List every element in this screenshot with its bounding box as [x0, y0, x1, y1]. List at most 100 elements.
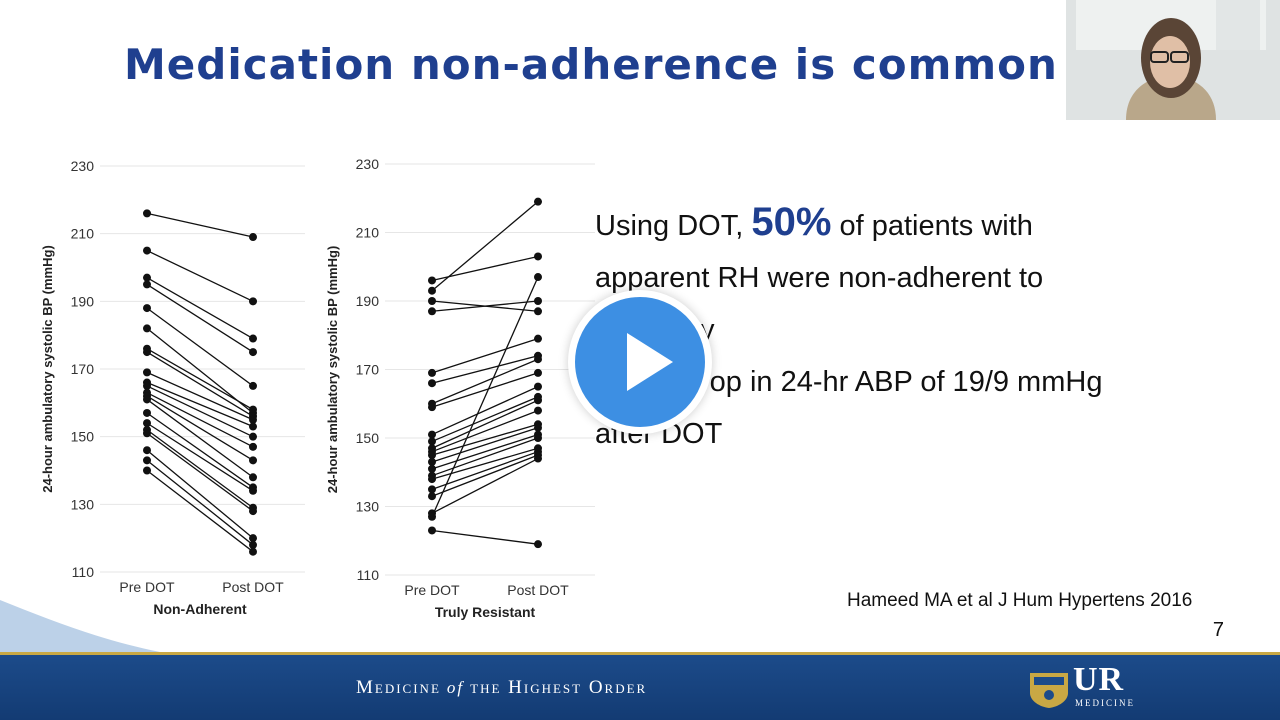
patient-line — [146, 398, 254, 478]
pre-dot-point — [428, 512, 436, 521]
pre-dot-point — [143, 381, 151, 390]
citation: Hameed MA et al J Hum Hypertens 2016 — [847, 590, 1193, 611]
patient-line — [431, 437, 539, 477]
presenter-figure — [1066, 0, 1280, 120]
y-tick-label: 150 — [71, 429, 95, 445]
play-button[interactable] — [568, 290, 712, 434]
patient-line — [431, 457, 539, 514]
patient-line — [431, 358, 539, 405]
patient-line — [431, 399, 539, 449]
motto-text: Medicine — [356, 677, 441, 698]
x-tick-label: Post DOT — [222, 579, 284, 595]
y-axis-label: 24-hour ambulatory systolic BP (mmHg) — [40, 245, 55, 493]
patient-line — [431, 454, 539, 497]
pre-dot-point — [143, 466, 151, 475]
patient-line — [146, 283, 254, 353]
patient-line — [146, 392, 254, 448]
patient-line — [431, 433, 539, 470]
pre-dot-point — [428, 286, 436, 295]
finding-line-4: rop in 24-hr ABP of 19/9 mmHg — [700, 366, 1103, 398]
post-dot-point — [534, 454, 542, 463]
post-dot-point — [534, 423, 542, 432]
logo-ur: UR — [1073, 661, 1125, 698]
post-dot-point — [249, 456, 257, 465]
post-dot-point — [534, 355, 542, 364]
finding-line-2: apparent RH were non-adherent to — [595, 262, 1044, 294]
pre-dot-point — [428, 368, 436, 377]
chart-truly-resistant: 110 130 150 170 190 210 230 Pre DOT Post DOT Trul… — [325, 150, 600, 630]
post-dot-point — [249, 540, 257, 549]
slide-title: Medication non-adherence is common in — [124, 40, 1120, 89]
post-dot-point — [249, 381, 257, 390]
post-dot-point — [534, 197, 542, 206]
pre-dot-point — [428, 307, 436, 316]
patient-line — [146, 422, 254, 492]
patient-line — [146, 249, 254, 302]
university-shield-icon — [1030, 673, 1068, 708]
y-tick-label: 170 — [71, 361, 95, 377]
post-dot-point — [249, 473, 257, 482]
y-axis-label: 24-hour ambulatory systolic BP (mmHg) — [325, 246, 340, 494]
patient-line — [431, 409, 539, 453]
pre-dot-point — [428, 297, 436, 305]
post-dot-point — [249, 486, 257, 495]
post-dot-point — [249, 334, 257, 343]
patient-line — [146, 212, 254, 238]
post-dot-point — [534, 368, 542, 377]
y-tick-label: 230 — [71, 158, 95, 174]
pre-dot-point — [428, 492, 436, 501]
y-tick-label: 190 — [71, 293, 95, 309]
y-tick-label: 130 — [71, 496, 95, 512]
post-dot-point — [249, 507, 257, 516]
patient-line — [146, 395, 254, 461]
pre-dot-point — [143, 304, 151, 313]
pre-dot-point — [143, 324, 151, 333]
chart-non-adherent-svg: 110 130 150 170 190 210 230 Pre DOT Post DOT Non-… — [40, 158, 305, 617]
patient-line — [146, 371, 254, 421]
post-dot-point — [534, 334, 542, 343]
patient-line — [431, 423, 539, 456]
page-number: 7 — [1212, 619, 1224, 641]
x-axis-label: Non-Adherent — [153, 601, 247, 617]
motto-of: of — [446, 678, 465, 697]
x-tick-label: Pre DOT — [119, 579, 175, 595]
pre-dot-point — [428, 526, 436, 535]
patient-line — [146, 307, 254, 387]
patient-line — [431, 372, 539, 408]
finding-text: Using DOT, — [595, 210, 752, 242]
y-tick-label: 110 — [72, 564, 95, 580]
patient-line — [146, 351, 254, 417]
pre-dot-point — [428, 457, 436, 466]
y-tick-label: 210 — [356, 225, 380, 241]
pre-dot-point — [143, 395, 151, 404]
patient-line — [146, 432, 254, 512]
pre-dot-point — [143, 446, 151, 455]
y-tick-label: 110 — [357, 567, 380, 583]
percentage-highlight: 50% — [751, 200, 832, 244]
post-dot-point — [534, 252, 542, 261]
motto-text: the Highest Order — [470, 677, 648, 698]
patient-line — [146, 381, 254, 428]
logo-medicine: MEDICINE — [1075, 698, 1135, 708]
pre-dot-point — [143, 273, 151, 282]
x-axis-label: Truly Resistant — [435, 604, 536, 620]
post-dot-point — [534, 540, 542, 549]
patient-line — [146, 449, 254, 539]
patient-line — [431, 396, 539, 443]
pre-dot-point — [143, 368, 151, 377]
chart-truly-resistant-svg: 110 130 150 170 190 210 230 Pre DOT Post DOT Trul… — [325, 156, 595, 620]
pre-dot-point — [143, 429, 151, 438]
patient-line — [431, 427, 539, 463]
pre-dot-point — [143, 348, 151, 357]
presenter-webcam — [1066, 0, 1280, 120]
pre-dot-point — [143, 209, 151, 218]
decorative-swoosh — [0, 600, 160, 652]
patient-line — [146, 348, 254, 411]
pre-dot-point — [428, 475, 436, 484]
patient-line — [431, 529, 539, 545]
y-tick-label: 170 — [356, 362, 380, 378]
post-dot-point — [249, 297, 257, 306]
post-dot-point — [534, 434, 542, 442]
y-tick-label: 210 — [71, 226, 95, 242]
play-icon — [627, 333, 673, 391]
